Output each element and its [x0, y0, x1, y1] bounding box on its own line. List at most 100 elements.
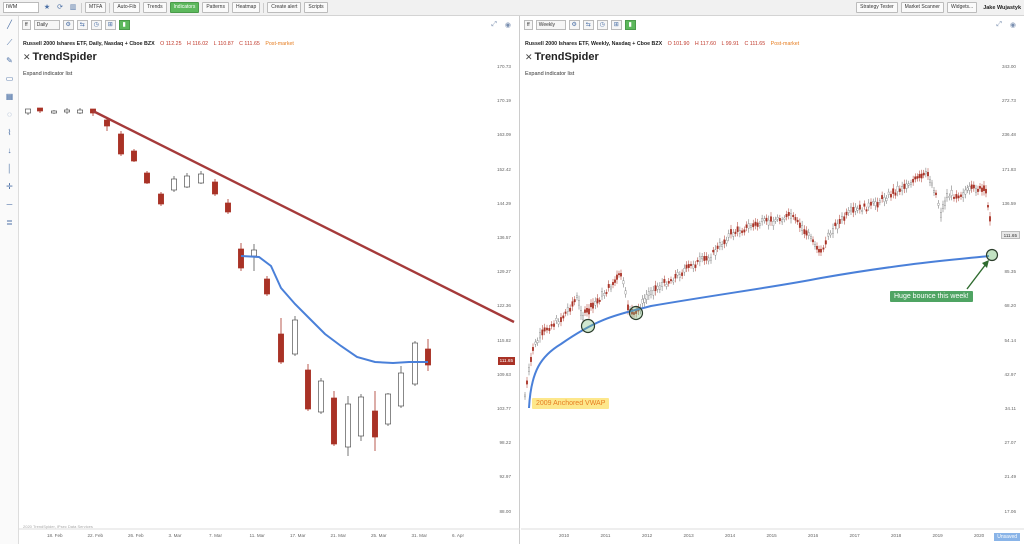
time-tick-label: 3. Mar: [168, 533, 182, 538]
toolbar-right: Strategy Tester Market Scanner Widgets..…: [856, 2, 1021, 13]
interval-select[interactable]: Daily: [33, 20, 60, 30]
fill-icon[interactable]: ▦: [5, 92, 14, 101]
weekly-candle-body: [894, 192, 897, 196]
chart-type-icon[interactable]: ▮: [118, 20, 130, 30]
symbol-input[interactable]: IWM: [3, 2, 39, 13]
weekly-candle-body: [578, 300, 580, 306]
expand-indicator-link[interactable]: Expand indicator list: [525, 71, 575, 77]
weekly-candle-body: [916, 176, 919, 179]
trends-button[interactable]: Trends: [143, 2, 167, 13]
weekly-candle-body: [714, 249, 717, 256]
compare-icon[interactable]: ⊞: [104, 20, 116, 30]
settings-icon[interactable]: ⚙: [568, 20, 580, 30]
expand-icon[interactable]: ⤢: [996, 21, 1002, 28]
market-scanner-button[interactable]: Market Scanner: [900, 2, 944, 13]
line-tool-icon[interactable]: ╱: [7, 20, 12, 29]
weekly-candle-body: [822, 247, 825, 250]
timeframe-select[interactable]: ff: [524, 20, 533, 30]
weekly-candle-body: [901, 186, 904, 192]
layout-icon[interactable]: ▥: [69, 3, 77, 11]
weekly-candle-body: [767, 219, 770, 226]
pen-tool-icon[interactable]: ✎: [6, 56, 13, 65]
weekly-candle-body: [845, 211, 848, 216]
weekly-candle-body: [667, 280, 670, 284]
compare-icon[interactable]: ⊞: [610, 20, 622, 30]
circle-icon[interactable]: ◌: [7, 110, 12, 119]
create-alert-button[interactable]: Create alert: [267, 2, 302, 13]
link-icon[interactable]: ⇆: [76, 20, 88, 30]
weekly-candle-body: [736, 226, 739, 232]
weekly-candle-body: [872, 201, 875, 204]
price-tick-label: 115.82: [497, 337, 511, 343]
candle-body: [385, 393, 391, 425]
patterns-button[interactable]: Patterns: [202, 2, 229, 13]
star-icon[interactable]: ★: [43, 3, 51, 11]
chart-toolbar: ff Weekly ⚙ ⇆ ◷ ⊞ ▮: [521, 19, 1024, 31]
candle-body: [25, 108, 31, 114]
weekly-candle-body: [576, 295, 578, 298]
heatmap-button[interactable]: Heatmap: [231, 2, 261, 13]
vwap-annotation[interactable]: 2009 Anchored VWAP: [532, 398, 610, 409]
bounce-annotation[interactable]: Huge bounce this week!: [890, 291, 973, 302]
weekly-candle-body: [765, 217, 768, 222]
unsaved-badge[interactable]: Unsaved: [994, 533, 1020, 541]
cross-icon[interactable]: ✛: [6, 182, 13, 191]
weekly-candle-body: [850, 206, 852, 212]
timeframe-select[interactable]: ff: [22, 20, 31, 30]
vertical-line-icon[interactable]: │: [7, 164, 12, 173]
settings-icon[interactable]: ⚙: [62, 20, 74, 30]
bounce-arrow-shaft: [966, 263, 987, 290]
weekly-candlestick-chart[interactable]: [521, 16, 1024, 544]
clock-icon[interactable]: ◷: [596, 20, 608, 30]
camera-icon[interactable]: ◉: [504, 22, 511, 29]
fib-icon[interactable]: ⌇: [7, 128, 12, 137]
downtrend-line: [92, 109, 515, 324]
weekly-chart-panel: ff Weekly ⚙ ⇆ ◷ ⊞ ▮ ⤢ ◉ Russell 2000 Ish…: [521, 16, 1024, 544]
weekly-candle-body: [885, 198, 888, 201]
price-tick-label: 122.36: [496, 303, 511, 309]
weekly-candle-body: [924, 171, 927, 175]
weekly-candle-body: [624, 290, 627, 295]
time-tick-label: 17. Mar: [290, 533, 306, 538]
indicators-button[interactable]: Indicators: [169, 2, 200, 13]
candle-body: [292, 319, 298, 355]
weekly-candle-body: [539, 332, 541, 339]
candle-body: [264, 278, 270, 295]
weekly-candle-body: [741, 230, 744, 233]
weekly-candle-body: [528, 367, 530, 372]
candle-body: [144, 172, 150, 184]
interval-select[interactable]: Weekly: [535, 20, 566, 30]
expand-icon[interactable]: ⤢: [491, 21, 497, 28]
weekly-candle-body: [834, 222, 837, 227]
user-name[interactable]: Jake Wujastyk: [983, 4, 1021, 11]
weekly-candle-body: [658, 285, 661, 290]
expand-indicator-link[interactable]: Expand indicator list: [23, 71, 73, 77]
measure-icon[interactable]: ≣: [6, 218, 13, 227]
strategy-tester-button[interactable]: Strategy Tester: [856, 2, 898, 13]
rectangle-icon[interactable]: ▭: [5, 74, 14, 83]
price-tick-label: 170.73: [496, 64, 511, 69]
chart-type-icon[interactable]: ▮: [624, 20, 636, 30]
weekly-candle-body: [867, 202, 870, 208]
camera-icon[interactable]: ◉: [1009, 22, 1016, 29]
mtfa-button[interactable]: MTFA: [85, 2, 107, 13]
link-icon[interactable]: ⇆: [582, 20, 594, 30]
divider: [263, 2, 265, 13]
refresh-icon[interactable]: ⟳: [57, 3, 63, 11]
weekly-candle-body: [616, 274, 618, 280]
weekly-candle-body: [588, 308, 590, 315]
widgets-button[interactable]: Widgets...: [946, 2, 978, 13]
weekly-candle-body: [562, 315, 565, 319]
horizontal-line-icon[interactable]: ─: [6, 200, 13, 209]
scripts-button[interactable]: Scripts: [304, 2, 328, 13]
ray-tool-icon[interactable]: ⟋: [6, 38, 13, 47]
clock-icon[interactable]: ◷: [90, 20, 102, 30]
arrow-down-icon[interactable]: ↓: [7, 146, 12, 155]
auto-fib-button[interactable]: Auto-Fib: [113, 2, 141, 13]
weekly-candle-body: [898, 188, 901, 192]
weekly-candle-body: [841, 215, 843, 221]
weekly-candle-body: [727, 233, 730, 238]
weekly-candle-body: [790, 213, 792, 219]
daily-candlestick-chart[interactable]: [19, 16, 520, 544]
weekly-candle-body: [566, 307, 569, 312]
